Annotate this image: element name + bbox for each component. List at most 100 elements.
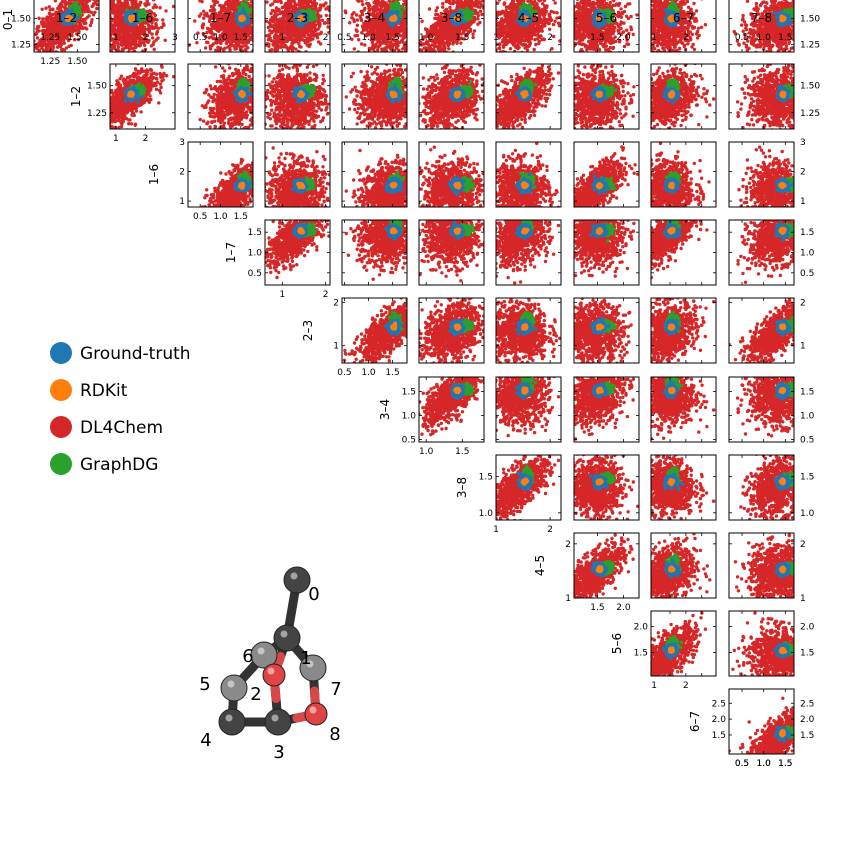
point-dl4chem (255, 21, 258, 24)
point-dl4chem (86, 5, 89, 8)
point-dl4chem (255, 49, 258, 52)
point-dl4chem (271, 9, 274, 12)
point-dl4chem (310, 31, 313, 34)
point-dl4chem (260, 46, 263, 49)
point-dl4chem (241, 53, 244, 56)
point-dl4chem (285, 6, 288, 9)
point-dl4chem (83, 9, 86, 12)
point-dl4chem (84, 22, 87, 25)
point-dl4chem (285, 45, 288, 48)
point-dl4chem (258, 5, 261, 8)
point-dl4chem (73, 26, 76, 29)
point-dl4chem (116, 29, 119, 32)
point-dl4chem (155, 38, 158, 41)
point-dl4chem (261, 25, 264, 28)
point-dl4chem (25, 59, 28, 62)
point-dl4chem (107, 42, 110, 45)
point-dl4chem (106, 21, 109, 24)
point-dl4chem (102, 18, 105, 21)
point-dl4chem (213, 3, 216, 6)
point-dl4chem (116, 16, 119, 19)
point-dl4chem (102, 11, 105, 14)
point-dl4chem (105, 51, 108, 54)
point-dl4chem (272, 20, 275, 23)
point-ground-truth (241, 25, 245, 29)
point-dl4chem (270, 31, 273, 34)
point-dl4chem (100, 23, 103, 26)
point-dl4chem (117, 24, 120, 27)
point-dl4chem (33, 54, 36, 57)
point-dl4chem (28, 37, 31, 40)
point-graphdg (241, 4, 244, 7)
point-dl4chem (209, 27, 212, 30)
point-dl4chem (239, 58, 242, 61)
point-dl4chem (31, 49, 34, 52)
point-dl4chem (155, 5, 158, 8)
point-dl4chem (299, 58, 302, 61)
point-dl4chem (229, 37, 232, 40)
point-dl4chem (100, 14, 103, 17)
point-dl4chem (256, 24, 259, 27)
point-dl4chem (260, 11, 263, 14)
point-dl4chem (254, 36, 257, 39)
point-dl4chem (209, 31, 212, 34)
point-dl4chem (144, 4, 147, 7)
point-dl4chem (105, 8, 108, 11)
point-dl4chem (261, 26, 264, 29)
point-dl4chem (132, 39, 135, 42)
point-dl4chem (106, 17, 109, 20)
point-dl4chem (164, 39, 167, 42)
point-dl4chem (331, 17, 334, 20)
point-dl4chem (256, 19, 259, 22)
point-dl4chem (259, 23, 262, 26)
point-dl4chem (115, 57, 118, 60)
point-dl4chem (92, 42, 95, 45)
point-dl4chem (294, 54, 297, 57)
point-dl4chem (201, 24, 204, 27)
point-dl4chem (95, 29, 98, 32)
point-dl4chem (124, 2, 127, 5)
point-dl4chem (15, 56, 18, 59)
point-dl4chem (127, 27, 130, 30)
point-dl4chem (255, 23, 258, 26)
point-dl4chem (86, 16, 89, 19)
point-dl4chem (100, 28, 103, 31)
point-dl4chem (264, 54, 267, 57)
point-dl4chem (50, 19, 53, 22)
point-dl4chem (92, 13, 95, 16)
point-dl4chem (164, 9, 167, 12)
point-dl4chem (281, 53, 284, 56)
point-dl4chem (323, 21, 326, 24)
point-dl4chem (253, 15, 256, 18)
point-dl4chem (282, 15, 285, 18)
point-dl4chem (60, 43, 63, 46)
point-dl4chem (129, 41, 132, 44)
point-dl4chem (103, 1, 106, 4)
point-dl4chem (106, 9, 109, 12)
point-dl4chem (101, 9, 104, 12)
point-dl4chem (265, 0, 268, 3)
point-dl4chem (254, 13, 257, 16)
point-dl4chem (279, 12, 282, 15)
point-graphdg (78, 5, 81, 8)
point-dl4chem (105, 12, 108, 15)
point-dl4chem (92, 2, 95, 5)
point-dl4chem (256, 24, 259, 27)
point-dl4chem (108, 56, 111, 59)
point-dl4chem (326, 5, 329, 8)
point-dl4chem (325, 14, 328, 17)
point-dl4chem (232, 7, 235, 10)
point-dl4chem (91, 29, 94, 32)
point-dl4chem (265, 7, 268, 10)
point-dl4chem (104, 39, 107, 42)
point-dl4chem (228, 56, 231, 59)
point-dl4chem (105, 46, 108, 49)
point-dl4chem (276, 47, 279, 50)
point-dl4chem (35, 47, 38, 50)
point-dl4chem (255, 47, 258, 50)
point-dl4chem (101, 4, 104, 7)
point-dl4chem (321, 19, 324, 22)
point-dl4chem (99, 32, 102, 35)
point-dl4chem (100, 48, 103, 51)
